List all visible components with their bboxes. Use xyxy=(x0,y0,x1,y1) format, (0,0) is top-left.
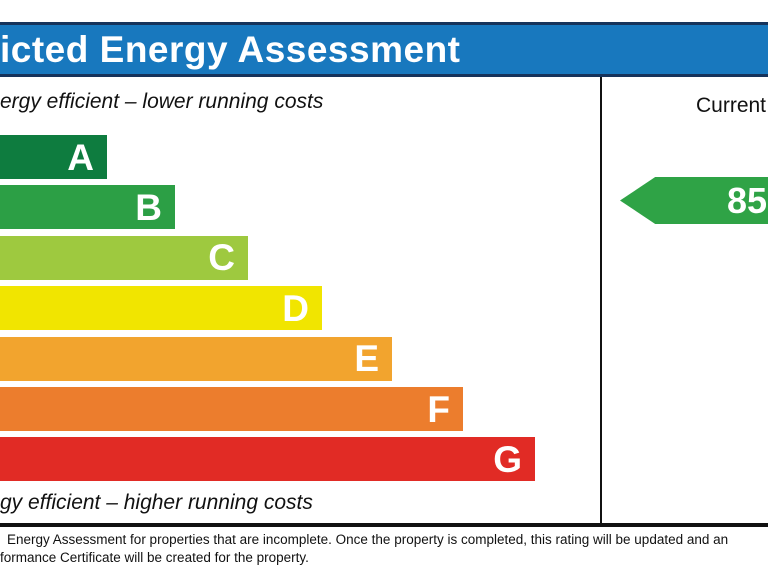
footnote-line-2: formance Certificate will be created for… xyxy=(0,550,309,565)
bottom-axis-caption: gy efficient – higher running costs xyxy=(0,491,313,514)
band-letter-C: C xyxy=(208,237,235,279)
band-letter-D: D xyxy=(282,287,309,329)
band-letter-E: E xyxy=(354,338,379,380)
chart-box-bottom-border xyxy=(0,523,768,527)
band-letter-F: F xyxy=(427,388,450,430)
current-column-header: Current xyxy=(695,94,767,117)
current-rating-arrow: 85 xyxy=(620,177,768,224)
page-title: icted Energy Assessment xyxy=(0,28,461,70)
band-letter-G: G xyxy=(493,438,522,480)
band-bar-E: E xyxy=(0,336,392,381)
band-bar-A: A xyxy=(0,135,107,179)
current-rating-value: 85 xyxy=(726,179,767,221)
band-letter-A: A xyxy=(67,136,94,178)
footnote-line-1: Energy Assessment for properties that ar… xyxy=(7,532,729,547)
top-axis-caption: ergy efficient – lower running costs xyxy=(0,90,324,113)
band-letter-B: B xyxy=(135,186,162,228)
band-bar-D: D xyxy=(0,286,322,331)
band-bar-F: F xyxy=(0,387,463,431)
title-banner: icted Energy Assessment xyxy=(0,22,768,77)
band-bar-B: B xyxy=(0,185,175,230)
band-bar-G: G xyxy=(0,437,535,482)
band-bar-C: C xyxy=(0,235,248,280)
current-column-divider xyxy=(600,77,602,523)
